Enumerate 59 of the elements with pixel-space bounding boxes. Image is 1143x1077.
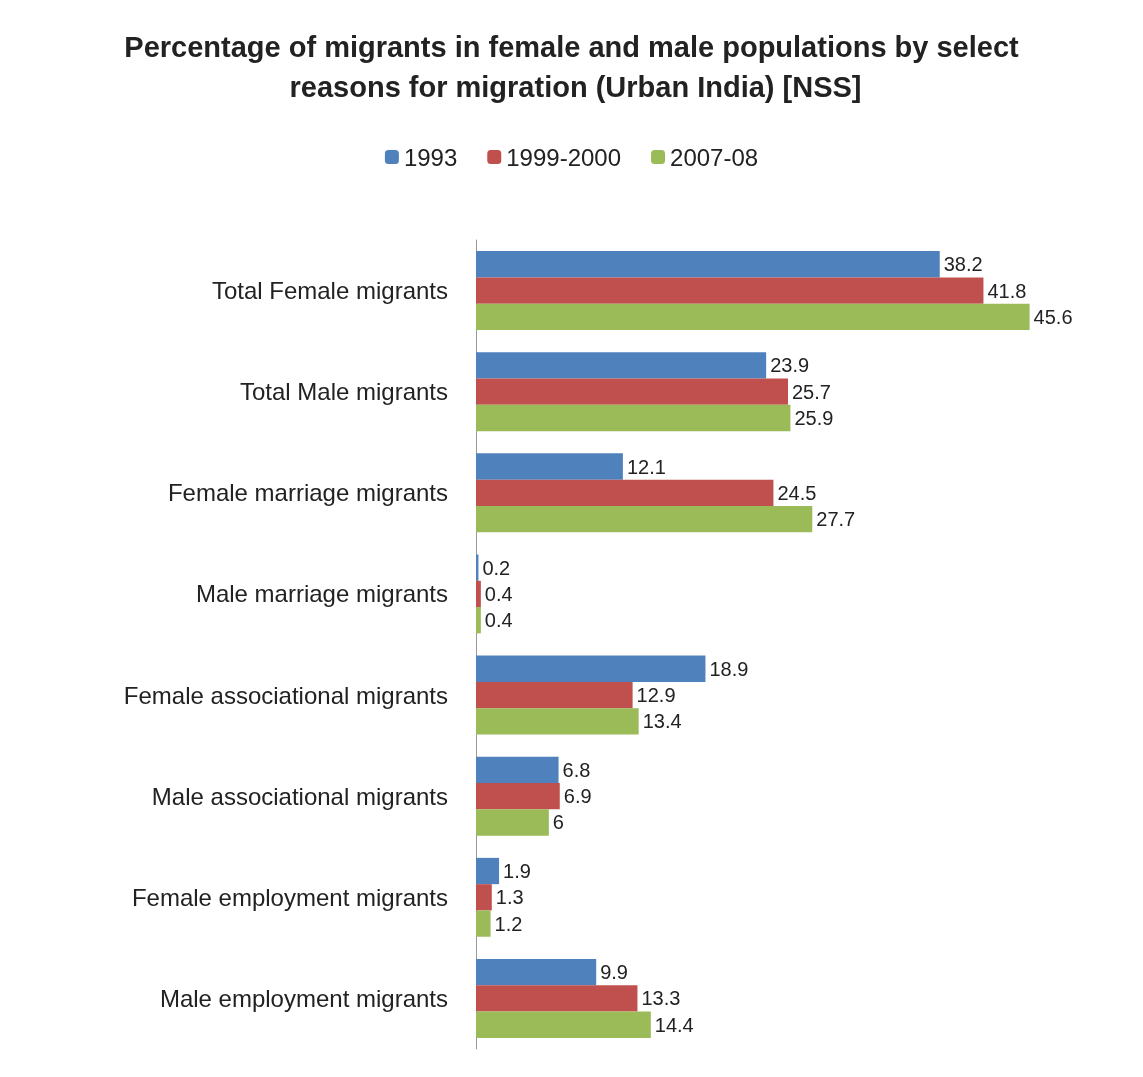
bar — [476, 580, 481, 608]
bar — [476, 479, 774, 506]
data-label: 27.7 — [816, 508, 856, 531]
y-tick-label: Male employment migrants — [159, 984, 448, 1012]
bar — [476, 756, 559, 784]
bar — [476, 1011, 651, 1038]
data-label: 6.8 — [562, 758, 591, 781]
y-tick-label: Total Female migrants — [211, 277, 448, 305]
data-label: 1.9 — [503, 860, 531, 883]
data-label: 0.4 — [484, 609, 513, 632]
data-label: 13.4 — [642, 710, 682, 733]
y-tick-label: Female marriage migrants — [167, 479, 448, 507]
y-tick-label: Female employment migrants — [131, 883, 448, 911]
data-label: 14.4 — [654, 1013, 694, 1036]
data-label: 6 — [552, 811, 564, 834]
bar — [476, 505, 813, 533]
bar — [476, 277, 984, 304]
data-label: 9.9 — [600, 961, 628, 984]
data-label: 1.3 — [495, 886, 524, 909]
legend-label: 2007-08 — [670, 143, 759, 171]
y-tick-label: Total Male migrants — [239, 378, 448, 406]
bar — [476, 453, 623, 480]
data-label: 0.2 — [482, 556, 511, 579]
data-label: 18.9 — [709, 657, 749, 680]
bar — [476, 378, 788, 405]
bar — [476, 783, 560, 810]
data-label: 25.9 — [794, 406, 834, 429]
data-label: 23.9 — [770, 354, 810, 377]
chart-title: Percentage of migrants in female and male populations by select reasons for migration (Urban India) [NSS] — [124, 31, 1020, 103]
bar — [476, 352, 767, 379]
data-label: 0.4 — [484, 582, 513, 605]
bar — [476, 809, 549, 836]
data-label: 6.9 — [563, 785, 592, 808]
bar — [476, 681, 633, 709]
bar — [476, 910, 491, 937]
bar — [476, 708, 639, 735]
y-tick-label: Male marriage migrants — [195, 580, 448, 608]
bar — [476, 607, 481, 634]
bar — [476, 959, 597, 986]
data-label: 41.8 — [987, 279, 1027, 302]
bar — [476, 251, 940, 278]
data-label: 38.2 — [943, 253, 983, 276]
bar — [476, 985, 638, 1012]
bar — [476, 404, 791, 432]
bar — [476, 655, 706, 682]
data-label: 45.6 — [1033, 305, 1073, 328]
data-label: 25.7 — [792, 380, 831, 403]
legend-label: 1999-2000 — [506, 143, 622, 171]
bar — [476, 857, 500, 885]
data-label: 12.1 — [626, 455, 666, 478]
bar — [476, 303, 1030, 330]
y-tick-label: Male associational migrants — [151, 782, 448, 810]
data-label: 1.2 — [494, 912, 523, 935]
data-label: 12.9 — [636, 684, 676, 707]
bar — [476, 884, 492, 911]
y-tick-label: Female associational migrants — [123, 681, 448, 709]
data-label: 24.5 — [777, 481, 817, 504]
data-label: 13.3 — [641, 987, 681, 1010]
legend-label: 1993 — [403, 143, 458, 171]
